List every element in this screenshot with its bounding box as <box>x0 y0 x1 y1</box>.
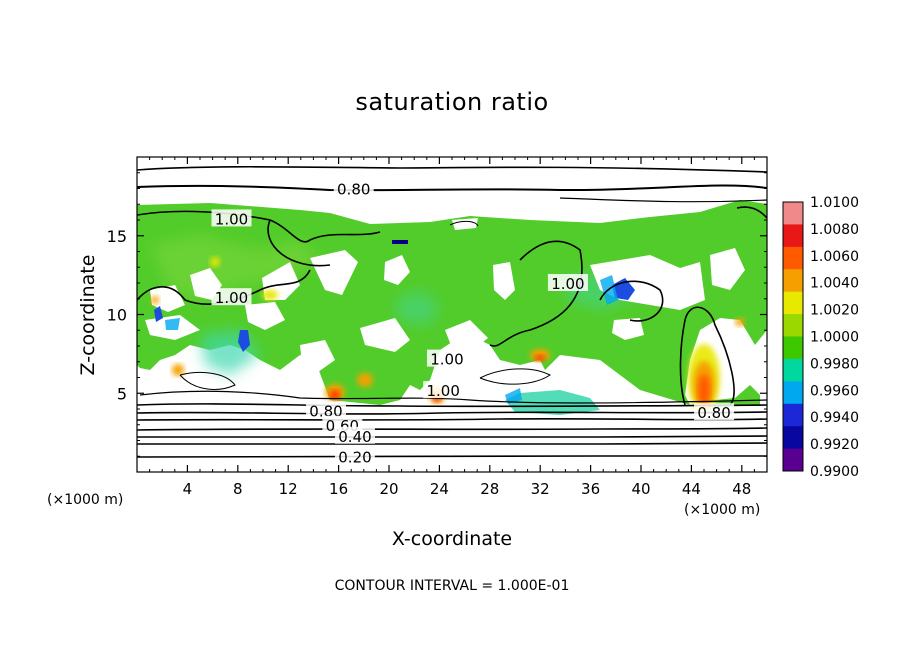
y-tick-label: 15 <box>107 227 127 246</box>
contour-lines <box>137 165 767 458</box>
x-tick-label: 40 <box>631 480 650 498</box>
x-tick-label: 44 <box>682 480 701 498</box>
contour-label: 0.40 <box>334 426 375 446</box>
contour-label: 0.20 <box>334 447 375 466</box>
x-tick-label: 24 <box>430 480 449 498</box>
x-unit-label-right: (×1000 m) <box>684 502 761 518</box>
colorbar-frame <box>782 201 804 472</box>
colorbar-band <box>783 381 803 405</box>
contour-label: 0.80 <box>333 179 374 199</box>
contour-label: 0.80 <box>694 403 735 422</box>
colorbar-label: 0.9980 <box>810 356 859 372</box>
colorbar-label: 1.0060 <box>810 249 859 265</box>
cloud-cyan-patch-4 <box>395 290 440 325</box>
colorbar-band <box>783 403 803 427</box>
x-axis-ticks: 4 8 12 16 20 24 28 32 36 40 44 48 <box>149 157 755 498</box>
contour-label-text: 1.00 <box>215 210 248 228</box>
contour-label-layer: 0.801.001.001.001.001.000.800.600.400.20… <box>211 179 735 466</box>
colorbar-label: 1.0080 <box>810 222 859 238</box>
supersaturated-hotspots <box>151 257 745 412</box>
x-axis-label: X-coordinate <box>391 528 513 550</box>
y-axis-ticks: 5 10 15 <box>107 172 767 457</box>
x-tick-label: 16 <box>329 480 348 498</box>
colorbar-band <box>783 426 803 450</box>
x-tick-label: 8 <box>233 480 243 498</box>
contour-interval-note: CONTOUR INTERVAL = 1.000E-01 <box>334 578 570 594</box>
contour-label-text: 0.20 <box>338 448 371 466</box>
contour-label: 1.00 <box>211 288 252 307</box>
colorbar-label: 1.0000 <box>810 330 859 346</box>
contour-label-text: 1.00 <box>426 382 459 400</box>
contour-label-text: 0.80 <box>697 404 730 422</box>
contour-label-text: 0.80 <box>337 181 370 199</box>
colorbar-label: 0.9940 <box>810 410 859 426</box>
colorbar-band <box>783 448 803 472</box>
x-tick-label: 36 <box>581 480 600 498</box>
colorbar-band <box>783 291 803 315</box>
colorbar-band <box>783 224 803 248</box>
x-tick-label: 20 <box>379 480 398 498</box>
x-tick-label: 12 <box>279 480 298 498</box>
colorbar-label: 0.9920 <box>810 437 859 453</box>
chart-title: saturation ratio <box>355 88 549 116</box>
contour-label: 1.00 <box>211 209 252 228</box>
plot-field: 0.801.001.001.001.001.000.800.600.400.20… <box>137 157 767 472</box>
colorbar-band <box>783 336 803 360</box>
y-tick-label: 5 <box>117 384 127 403</box>
contour-label-text: 0.40 <box>338 428 371 446</box>
colorbar-label: 1.0020 <box>810 303 859 319</box>
x-tick-label: 4 <box>183 480 193 498</box>
colorbar-band <box>783 269 803 293</box>
x-tick-label: 32 <box>531 480 550 498</box>
colorbar-label: 0.9960 <box>810 383 859 399</box>
contour-label: 1.00 <box>423 381 464 400</box>
colorbar: 1.0100 1.0080 1.0060 1.0040 1.0020 1.0000 0.99… <box>782 195 859 480</box>
contour-label: 1.00 <box>426 349 467 369</box>
colorbar-band <box>783 358 803 382</box>
colorbar-band <box>783 314 803 337</box>
colorbar-label: 1.0040 <box>810 276 859 292</box>
contour-label: 1.00 <box>547 274 588 293</box>
x-tick-label: 28 <box>480 480 499 498</box>
colorbar-label: 0.9900 <box>810 464 859 480</box>
colorbar-band <box>783 246 803 270</box>
contour-label-text: 1.00 <box>215 289 248 307</box>
contour-label-text: 1.00 <box>430 351 463 369</box>
x-tick-label: 48 <box>732 480 751 498</box>
colorbar-band <box>783 202 803 225</box>
y-tick-label: 10 <box>107 306 127 325</box>
x-unit-label-left: (×1000 m) <box>47 492 124 508</box>
colorbar-label: 1.0100 <box>810 195 859 211</box>
contour-label-text: 1.00 <box>551 275 584 293</box>
